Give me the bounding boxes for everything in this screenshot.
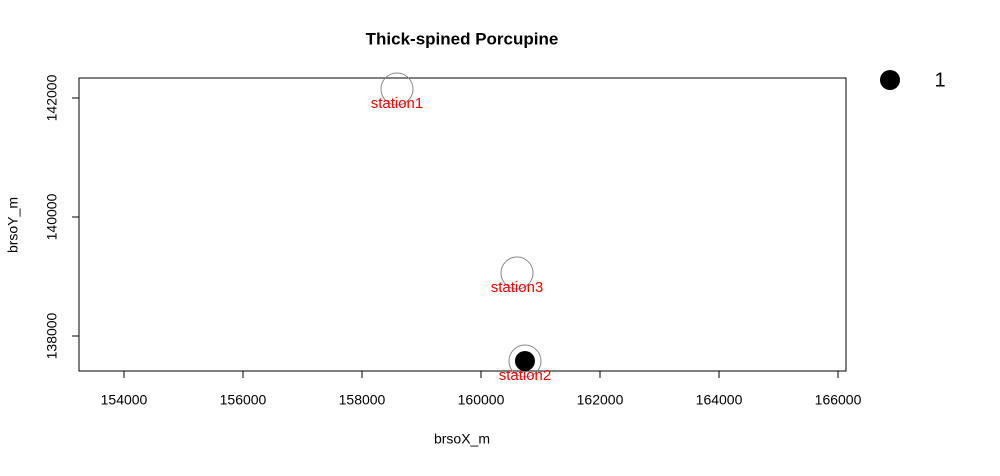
legend-label: 1 bbox=[934, 69, 945, 91]
chart-title: Thick-spined Porcupine bbox=[366, 29, 559, 48]
station-label: station2 bbox=[499, 367, 552, 384]
station-marker bbox=[380, 72, 414, 106]
y-axis-label: brsoY_m bbox=[5, 197, 21, 253]
station-label: station1 bbox=[371, 95, 424, 112]
station-label: station3 bbox=[491, 279, 544, 296]
x-tick-label: 156000 bbox=[220, 392, 267, 408]
station-marker bbox=[500, 256, 534, 290]
y-tick-label: 138000 bbox=[44, 312, 60, 359]
legend-marker bbox=[880, 70, 900, 90]
station-marker bbox=[508, 344, 542, 378]
y-tick-label: 140000 bbox=[44, 193, 60, 240]
x-axis-label: brsoX_m bbox=[434, 431, 490, 447]
x-tick-label: 166000 bbox=[815, 392, 862, 408]
x-tick-label: 162000 bbox=[577, 392, 624, 408]
x-tick-label: 160000 bbox=[458, 392, 505, 408]
x-tick-label: 154000 bbox=[101, 392, 148, 408]
x-tick-label: 164000 bbox=[696, 392, 743, 408]
x-tick-label: 158000 bbox=[339, 392, 386, 408]
y-tick-label: 142000 bbox=[44, 74, 60, 121]
detection-marker bbox=[514, 351, 535, 372]
plot-frame bbox=[78, 77, 847, 372]
